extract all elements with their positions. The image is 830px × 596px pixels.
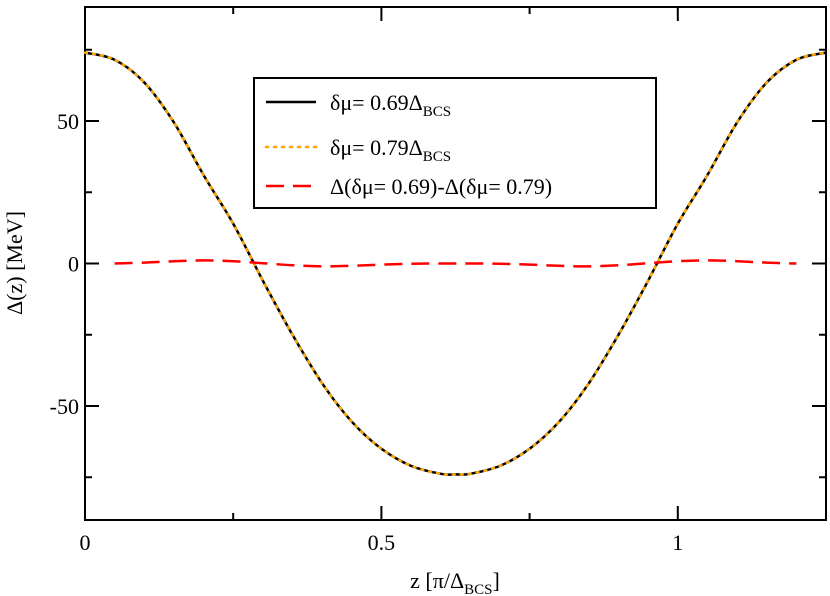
series-line-3 — [114, 259, 797, 268]
legend-label-2: δμ= 0.79ΔBCS — [330, 135, 451, 165]
x-tick-label-3: 1 — [672, 530, 683, 555]
legend-label-1: δμ= 0.69ΔBCS — [330, 90, 451, 120]
x-tick-label-1: 0 — [80, 530, 91, 555]
x-tick-label-2: 0.5 — [368, 530, 396, 555]
series-layer — [83, 51, 828, 476]
y-tick-label-1: -50 — [50, 394, 79, 419]
y-axis-label: Δ(z) [MeV] — [2, 211, 27, 315]
x-axis-label: z [π/ΔBCS] — [410, 568, 500, 596]
legend-box — [253, 77, 657, 209]
ticks-layer: 0 0.5 1 -50 0 50 — [50, 7, 826, 555]
y-tick-label-2: 0 — [68, 252, 79, 277]
legend-label-3: Δ(δμ= 0.69)-Δ(δμ= 0.79) — [330, 174, 552, 199]
legend: δμ= 0.69ΔBCS δμ= 0.79ΔBCS Δ(δμ= 0.69)-Δ(… — [253, 77, 657, 209]
y-tick-label-3: 50 — [57, 109, 79, 134]
series-line-2 — [83, 51, 828, 476]
